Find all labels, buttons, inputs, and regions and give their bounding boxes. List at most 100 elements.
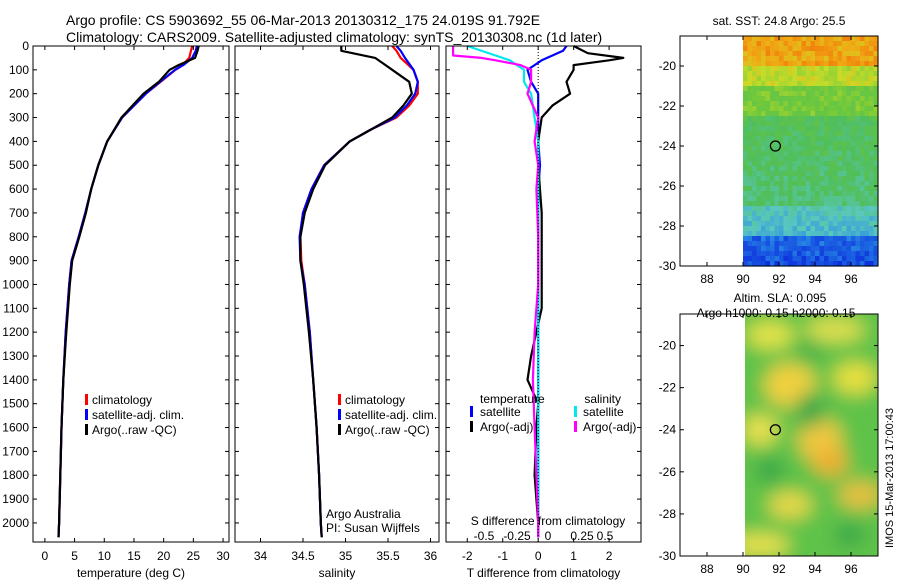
sst-cell	[864, 241, 870, 247]
sst-cell	[833, 176, 839, 182]
sst-cell	[846, 186, 852, 192]
sst-cell	[860, 101, 866, 107]
sst-cell	[846, 136, 852, 142]
sst-cell	[860, 136, 866, 142]
sst-cell	[837, 206, 843, 212]
sst-cell	[855, 251, 861, 257]
sst-cell	[806, 206, 812, 212]
sst-cell	[779, 41, 785, 47]
sst-cell	[855, 151, 861, 157]
sst-cell	[797, 106, 803, 112]
sst-cell	[851, 171, 857, 177]
sst-cell	[855, 216, 861, 222]
sst-cell	[792, 261, 798, 267]
sst-cell	[815, 131, 821, 137]
sst-cell	[837, 236, 843, 242]
sst-cell	[815, 186, 821, 192]
sst-cell	[783, 201, 789, 207]
sst-cell	[869, 231, 875, 237]
sst-cell	[819, 251, 825, 257]
sst-cell	[842, 41, 848, 47]
sst-cell	[828, 166, 834, 172]
sst-cell	[743, 231, 749, 237]
sst-cell	[747, 211, 753, 217]
sst-cell	[761, 71, 767, 77]
sst-cell	[743, 116, 749, 122]
sst-cell	[743, 141, 749, 147]
sst-cell	[765, 71, 771, 77]
sst-cell	[770, 111, 776, 117]
sst-cell	[797, 206, 803, 212]
sst-cell	[846, 66, 852, 72]
sst-cell	[828, 121, 834, 127]
sla_map-lat-label: -26	[659, 465, 677, 479]
sst-cell	[752, 246, 758, 252]
difference-series-magenta	[452, 46, 540, 538]
sst-cell	[873, 176, 879, 182]
sst-cell	[819, 116, 825, 122]
sst-cell	[747, 166, 753, 172]
sst-cell	[770, 46, 776, 52]
sst-cell	[756, 251, 762, 257]
sst-cell	[788, 201, 794, 207]
sst-cell	[801, 91, 807, 97]
sst-cell	[869, 246, 875, 252]
sst-cell	[846, 246, 852, 252]
sst-cell	[797, 196, 803, 202]
sst-cell	[819, 236, 825, 242]
sst-cell	[869, 66, 875, 72]
sst-cell	[779, 236, 785, 242]
sst-cell	[743, 166, 749, 172]
sst-cell	[851, 81, 857, 87]
sst-cell	[797, 36, 803, 42]
sst-cell	[846, 256, 852, 262]
sst-cell	[824, 126, 830, 132]
sst-cell	[869, 101, 875, 107]
depth-tick-label: 1100	[3, 301, 29, 315]
sst-cell	[747, 226, 753, 232]
sst-cell	[810, 216, 816, 222]
sst-cell	[833, 36, 839, 42]
sst-cell	[770, 231, 776, 237]
sst-cell	[801, 191, 807, 197]
sla_map-lat-label: -30	[659, 549, 677, 563]
sst-cell	[752, 226, 758, 232]
sst-cell	[797, 56, 803, 62]
sst-cell	[828, 126, 834, 132]
sst-cell	[774, 196, 780, 202]
sst_map-lon-label: 94	[808, 272, 822, 286]
sst-cell	[770, 156, 776, 162]
sst-cell	[864, 151, 870, 157]
sst-cell	[824, 131, 830, 137]
depth-tick-label: 800	[9, 230, 29, 244]
sst-cell	[783, 146, 789, 152]
sst-cell	[765, 236, 771, 242]
sst-cell	[837, 106, 843, 112]
sst-cell	[756, 226, 762, 232]
sst-cell	[801, 86, 807, 92]
sst-cell	[747, 106, 753, 112]
sst-cell	[743, 201, 749, 207]
sst-cell	[765, 141, 771, 147]
sst-cell	[797, 96, 803, 102]
sst-cell	[855, 91, 861, 97]
sla-blob	[838, 481, 878, 509]
sst-cell	[761, 41, 767, 47]
sst-cell	[846, 116, 852, 122]
sst-cell	[756, 216, 762, 222]
sst-cell	[761, 226, 767, 232]
sst-cell	[869, 91, 875, 97]
sst-cell	[855, 236, 861, 242]
sst-cell	[855, 246, 861, 252]
sst-cell	[846, 41, 852, 47]
sst-cell	[837, 121, 843, 127]
sst-cell	[860, 156, 866, 162]
depth-tick-label: 0	[22, 39, 29, 53]
sst-cell	[788, 241, 794, 247]
sst-cell	[779, 66, 785, 72]
sst-cell	[770, 176, 776, 182]
sst-cell	[779, 241, 785, 247]
sst-cell	[761, 251, 767, 257]
sst-cell	[837, 101, 843, 107]
sst-cell	[801, 241, 807, 247]
